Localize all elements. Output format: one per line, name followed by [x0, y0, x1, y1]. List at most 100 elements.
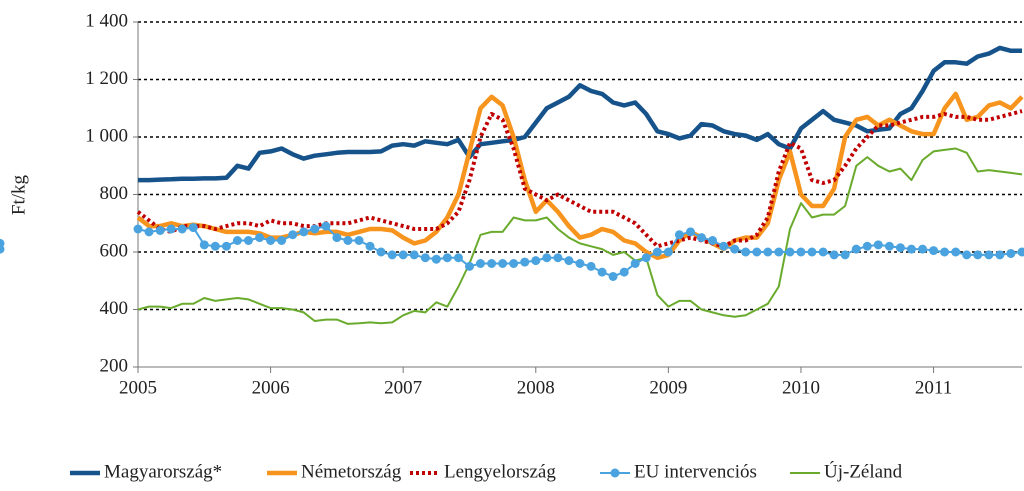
x-tick-label: 2005 [119, 377, 157, 398]
series-line [137, 147, 1023, 325]
series-marker [188, 223, 198, 233]
series-marker [873, 240, 883, 250]
series-marker [862, 241, 872, 251]
y-tick-label: 1 000 [85, 125, 128, 146]
series-marker [398, 250, 408, 260]
series-marker [906, 244, 916, 254]
series-marker [763, 247, 773, 257]
series-marker [210, 241, 220, 251]
x-tick-label: 2011 [915, 377, 952, 398]
series-marker [575, 259, 585, 268]
series-marker [785, 247, 795, 257]
x-tick-label: 2010 [782, 377, 820, 398]
series-marker [652, 247, 662, 257]
series-marker [365, 241, 375, 251]
series-marker [542, 253, 552, 263]
series-marker [730, 244, 740, 254]
series-marker [1017, 247, 1024, 257]
series-marker [641, 253, 651, 263]
series-marker [553, 253, 563, 263]
series-marker [940, 247, 950, 257]
series-marker [475, 259, 485, 268]
series-marker [686, 227, 696, 237]
series-marker [796, 247, 806, 257]
series-marker [674, 230, 684, 240]
series-line [138, 45, 1022, 183]
series-marker [962, 250, 972, 260]
series-marker [442, 253, 452, 263]
series-marker [144, 227, 154, 237]
series-line [136, 109, 1023, 249]
series-marker [608, 271, 618, 281]
legend-label: EU intervenciós [634, 461, 757, 482]
series-marker [840, 250, 850, 260]
series-marker [774, 247, 784, 257]
series-marker [277, 236, 287, 245]
series-marker [199, 240, 209, 250]
series-marker [0, 238, 5, 248]
series-marker [829, 250, 839, 260]
y-tick-label: 600 [100, 240, 129, 261]
series-marker [807, 247, 817, 257]
series-marker [520, 257, 530, 267]
series-marker [420, 253, 430, 263]
series-marker [597, 267, 607, 277]
series-marker [619, 267, 629, 277]
y-axis-label: Ft/kg [8, 174, 29, 215]
series-marker [973, 250, 983, 260]
series-marker [464, 261, 474, 271]
y-tick-label: 1 400 [85, 10, 128, 31]
series-marker [266, 236, 276, 245]
x-tick-label: 2008 [517, 377, 555, 398]
series-marker [918, 244, 928, 254]
series-marker [310, 224, 320, 234]
legend-label: Új-Zéland [824, 460, 903, 482]
x-tick-label: 2007 [384, 377, 422, 398]
x-tick-label: 2006 [252, 377, 290, 398]
legend-marker [610, 468, 620, 478]
series-marker [663, 247, 673, 257]
series-marker [895, 243, 905, 253]
series-marker [752, 247, 762, 257]
y-tick-label: 800 [100, 183, 129, 204]
series-marker [884, 241, 894, 251]
series-marker [354, 236, 364, 245]
series-marker [564, 256, 574, 266]
series-marker [243, 236, 253, 245]
series-marker [343, 236, 353, 245]
series-marker [995, 250, 1005, 260]
series-marker [586, 261, 596, 271]
series-marker [818, 247, 828, 257]
series-marker [984, 250, 994, 260]
series-marker [288, 230, 298, 240]
series-marker [531, 256, 541, 266]
series-marker [133, 224, 143, 234]
legend-label: Lengyelország [444, 461, 556, 482]
series-marker [387, 250, 397, 260]
y-tick-label: 1 200 [85, 68, 128, 89]
x-tick-label: 2009 [649, 377, 687, 398]
series-marker [630, 259, 640, 268]
series-marker [299, 227, 309, 237]
y-tick-label: 200 [100, 355, 129, 376]
series-line [136, 91, 1024, 261]
series-marker [431, 254, 441, 264]
legend-label: Magyarország* [104, 461, 222, 482]
series-marker [409, 250, 419, 260]
series-marker [332, 233, 342, 243]
y-tick-label: 400 [100, 298, 129, 319]
series-marker [509, 259, 519, 268]
series-marker [232, 236, 242, 245]
series-marker [221, 241, 231, 251]
series-marker [719, 241, 729, 251]
series-marker [741, 247, 751, 257]
series-marker [929, 246, 939, 256]
series-marker [951, 247, 961, 257]
series-marker [177, 224, 187, 234]
series-marker [708, 236, 718, 245]
series-marker [697, 233, 707, 243]
series-marker [1006, 248, 1016, 258]
series-marker [498, 259, 508, 268]
series-marker [155, 225, 165, 235]
